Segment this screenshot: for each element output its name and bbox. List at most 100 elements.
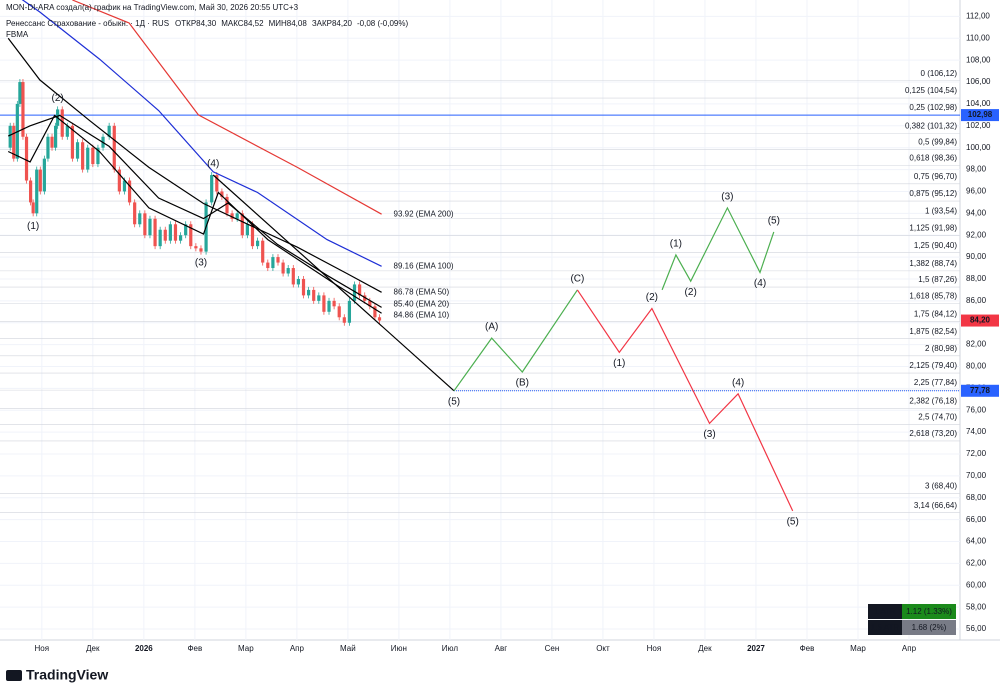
candle-body [158, 229, 162, 247]
x-tick-label: Сен [545, 644, 560, 653]
y-tick-label: 56,00 [966, 624, 987, 633]
y-tick-label: 82,00 [966, 340, 987, 349]
candle-body [194, 246, 198, 249]
price-badge [961, 314, 999, 327]
atr-name: 1.5 ATR [871, 623, 900, 632]
candle-body [317, 295, 321, 301]
candle-body [286, 268, 290, 274]
x-tick-label: Июл [442, 644, 459, 653]
wave-label: (2) [685, 287, 697, 298]
wave-line [453, 289, 578, 392]
ema-line [7, 37, 382, 293]
plot-layer [0, 0, 960, 512]
wave-line [212, 174, 455, 392]
fib-label: 2,25 (77,84) [914, 378, 957, 387]
y-tick-label: 60,00 [966, 580, 987, 589]
ema-label: 93.92 (EMA 200) [394, 209, 454, 218]
grid-layer [0, 0, 960, 640]
y-tick-label: 62,00 [966, 559, 987, 568]
fib-label: 1,25 (90,40) [914, 241, 957, 250]
y-tick-label: 100,00 [966, 143, 991, 152]
y-tick-label: 76,00 [966, 405, 987, 414]
ema-label: 86.78 (EMA 50) [394, 287, 450, 296]
x-tick-label: Июн [391, 644, 407, 653]
ohlc-value: 84,20 [332, 19, 353, 28]
price-badge [961, 384, 999, 397]
candle-body [245, 224, 249, 236]
candle-body [24, 136, 29, 181]
fib-label: 2,382 (76,18) [909, 396, 957, 405]
wave-label: (5) [768, 216, 780, 227]
x-tick-label: Фев [187, 644, 202, 653]
wave-label: (B) [516, 378, 529, 389]
candle-body [112, 125, 116, 170]
ohlc-value: 84,30 [196, 19, 217, 28]
candle-body [332, 300, 336, 307]
candle-body [296, 278, 301, 285]
candle-body [21, 82, 25, 137]
wave-label: (C) [570, 274, 584, 285]
y-tick-label: 112,00 [966, 12, 990, 21]
fib-label: 0,5 (99,84) [918, 138, 957, 147]
fib-label: 0,25 (102,98) [909, 103, 957, 112]
price-badge-label: 102,98 [968, 110, 993, 119]
candle-body [281, 262, 285, 274]
y-tick-label: 70,00 [966, 471, 987, 480]
x-tick-label: Май [340, 644, 356, 653]
ema-line [7, 114, 382, 314]
logo: TradingView [6, 667, 108, 683]
ema-label: 84.86 (EMA 10) [394, 310, 450, 319]
wave-label: (3) [721, 192, 733, 203]
fib-label: 1,5 (87,26) [918, 275, 957, 284]
y-tick-label: 66,00 [966, 515, 987, 524]
wave-label: (3) [703, 429, 715, 440]
candle-body [12, 125, 16, 159]
candle-body [261, 240, 265, 263]
wave-label: (4) [207, 159, 219, 170]
candle-body [42, 158, 46, 192]
ohlc-label: ЗАКР [312, 19, 332, 28]
candle-body [163, 229, 167, 241]
y-tick-label: 86,00 [966, 296, 987, 305]
candle-body [220, 191, 224, 197]
wave-label: (1) [613, 358, 625, 369]
candle-body [18, 82, 22, 104]
candle-body [352, 284, 357, 301]
y-tick-label: 110,00 [966, 33, 990, 42]
wave-label: (2) [52, 93, 64, 104]
wave-label: (2) [646, 292, 658, 303]
fib-label: 1,382 (88,74) [909, 259, 957, 268]
wave-label: (4) [732, 377, 744, 388]
change: -0,08 (-0,09%) [357, 19, 408, 28]
candle-body [240, 213, 244, 236]
candle-body [54, 125, 58, 148]
x-tick-label: Авг [495, 644, 508, 653]
atr-name-cell [868, 604, 902, 619]
wave-label: (5) [448, 396, 460, 407]
candle-body [358, 284, 362, 296]
y-tick-label: 104,00 [966, 99, 991, 108]
candle-body [178, 235, 183, 241]
candle-body [117, 169, 121, 192]
fib-label: 2 (80,98) [925, 344, 957, 353]
ema-label: 85.40 (EMA 20) [394, 300, 450, 309]
candle-body [91, 147, 95, 165]
overlay-layer: 0 (106,12) 0,125 (104,54) 0,25 (102,98) 0,3… [27, 69, 957, 528]
x-tick-label: Фев [800, 644, 815, 653]
candle-body [235, 213, 239, 219]
wave-label: (4) [754, 278, 766, 289]
candle-body [276, 257, 280, 263]
y-tick-label: 68,00 [966, 493, 987, 502]
y-tick-label: 106,00 [966, 77, 991, 86]
y-tick-label: 92,00 [966, 230, 987, 239]
atr-value: 1.68 (2%) [912, 623, 947, 632]
candle-body [38, 169, 42, 192]
candle-body [70, 125, 75, 159]
fib-label: 0 (106,12) [921, 69, 958, 78]
candle-body [168, 224, 172, 241]
candle-body [138, 213, 142, 225]
candle-body [96, 147, 100, 165]
candle-body [337, 306, 341, 318]
ema-line [72, 0, 382, 215]
x-tick-label: Дек [698, 644, 712, 653]
